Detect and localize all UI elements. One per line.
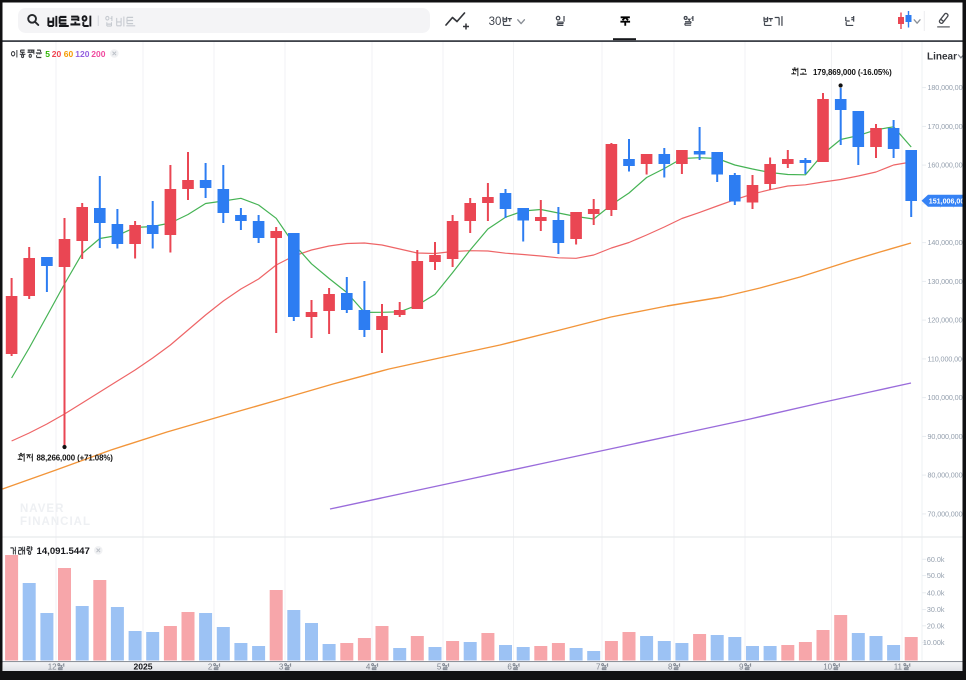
- svg-text:170,000,000: 170,000,000: [928, 122, 966, 131]
- svg-text:100,000,000: 100,000,000: [928, 393, 966, 402]
- svg-text:14,091.5447: 14,091.5447: [37, 546, 90, 557]
- svg-text:50.0k: 50.0k: [927, 571, 945, 580]
- svg-text:6: 6: [507, 662, 512, 671]
- svg-text:179,869,000 (-16.05%): 179,869,000 (-16.05%): [813, 68, 892, 77]
- svg-text:12: 12: [48, 662, 57, 671]
- svg-text:5: 5: [437, 662, 442, 671]
- svg-text:2: 2: [208, 662, 213, 671]
- svg-text:40.0k: 40.0k: [927, 588, 945, 597]
- svg-text:3: 3: [279, 662, 284, 671]
- svg-text:151,006,000: 151,006,000: [929, 197, 966, 205]
- svg-text:180,000,000: 180,000,000: [928, 83, 966, 92]
- svg-text:8: 8: [668, 662, 673, 671]
- svg-text:NAVER: NAVER: [20, 503, 64, 515]
- svg-text:70,000,000: 70,000,000: [928, 510, 963, 519]
- svg-text:88,266,000 (+71.08%): 88,266,000 (+71.08%): [37, 453, 114, 462]
- svg-text:140,000,000: 140,000,000: [928, 238, 966, 247]
- svg-text:120,000,000: 120,000,000: [928, 316, 966, 325]
- svg-text:7: 7: [596, 662, 601, 671]
- svg-text:60.0k: 60.0k: [927, 555, 945, 564]
- svg-text:130,000,000: 130,000,000: [928, 277, 966, 286]
- svg-text:11: 11: [894, 662, 903, 671]
- svg-text:FINANCIAL: FINANCIAL: [20, 516, 91, 528]
- svg-text:110,000,000: 110,000,000: [928, 355, 966, 364]
- svg-text:20.0k: 20.0k: [927, 621, 945, 630]
- svg-text:90,000,000: 90,000,000: [928, 432, 963, 441]
- svg-text:10: 10: [823, 662, 832, 671]
- svg-text:9: 9: [739, 662, 744, 671]
- svg-text:Linear: Linear: [927, 52, 957, 63]
- svg-text:160,000,000: 160,000,000: [928, 161, 966, 170]
- svg-text:30: 30: [489, 16, 502, 28]
- svg-text:4: 4: [366, 662, 371, 671]
- svg-text:2025: 2025: [133, 662, 152, 672]
- svg-text:80,000,000: 80,000,000: [928, 471, 963, 480]
- svg-text:30.0k: 30.0k: [927, 605, 945, 614]
- svg-text:10.00k: 10.00k: [923, 638, 945, 647]
